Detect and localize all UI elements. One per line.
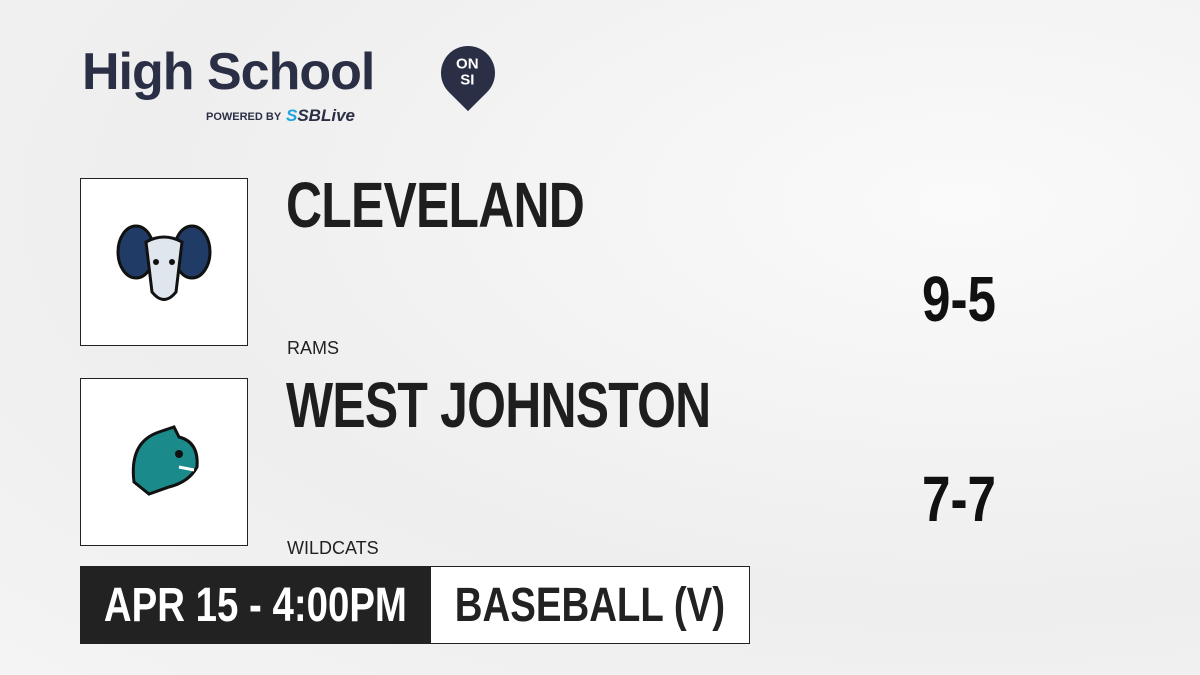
wildcat-icon [131, 425, 199, 496]
sblive-text: SBLive [297, 106, 355, 125]
brand-title: High School [82, 43, 375, 101]
away-team-record: 7-7 [922, 463, 996, 535]
game-datetime: APR 15 - 4:00PM [80, 566, 430, 644]
game-datetime-text: APR 15 - 4:00PM [103, 578, 407, 632]
team-logo-home [80, 178, 248, 346]
sblive-mark: S [286, 106, 298, 125]
ram-icon [116, 224, 212, 301]
game-sport-text: BASEBALL (V) [454, 578, 726, 632]
powered-by: POWERED BY [206, 111, 282, 123]
badge-bottom: SI [460, 71, 475, 89]
home-team-mascot: RAMS [287, 338, 340, 358]
home-team-record: 9-5 [922, 263, 996, 335]
away-team-name: WEST JOHNSTON [286, 369, 711, 441]
team-logo-away [80, 378, 248, 546]
pin-badge-text: ON SI [440, 55, 494, 89]
game-sport: BASEBALL (V) [430, 566, 750, 644]
sblive-logo: SSBLive [286, 106, 355, 126]
home-team-name: CLEVELAND [286, 169, 585, 241]
away-team-mascot: WILDCATS [287, 538, 379, 558]
badge-top: ON [456, 55, 479, 73]
